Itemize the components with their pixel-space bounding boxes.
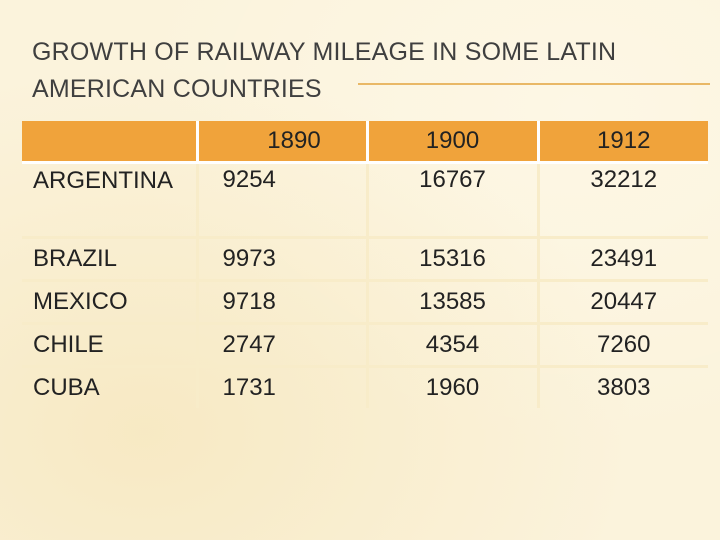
slide-title: GROWTH OF RAILWAY MILEAGE IN SOME LATIN … (32, 38, 617, 103)
cell-value: 4354 (367, 323, 540, 368)
cell-value: 1960 (367, 366, 540, 408)
cell-value: 16767 (367, 162, 540, 239)
table-row: MEXICO 9718 13585 20447 (22, 280, 708, 325)
cell-value: 9973 (197, 237, 369, 282)
table-row: CUBA 1731 1960 3803 (22, 366, 708, 408)
row-country-cuba: CUBA (22, 366, 199, 408)
header-year-1912: 1912 (538, 121, 708, 164)
table-row: CHILE 2747 4354 7260 (22, 323, 708, 368)
row-country-argentina: ARGENTINA (22, 162, 199, 239)
table-header-row: 1890 1900 1912 (22, 121, 708, 164)
header-corner-cell (22, 121, 199, 164)
cell-value: 15316 (367, 237, 540, 282)
cell-value: 1731 (197, 366, 369, 408)
cell-value: 32212 (538, 162, 708, 239)
header-year-1890: 1890 (197, 121, 369, 164)
cell-value: 2747 (197, 323, 369, 368)
cell-value: 3803 (597, 374, 651, 401)
cell-value: 23491 (538, 237, 708, 282)
cell-value: 20447 (538, 280, 708, 325)
cell-value: 9718 (197, 280, 369, 325)
table-row: ARGENTINA 9254 16767 32212 (22, 162, 708, 239)
header-year-1900: 1900 (367, 121, 540, 164)
cell-value: 13585 (367, 280, 540, 325)
row-country-mexico: MEXICO (22, 280, 199, 325)
cell-value: 9254 (197, 162, 369, 239)
table-row: BRAZIL 9973 15316 23491 (22, 237, 708, 282)
railway-mileage-table: 1890 1900 1912 ARGENTINA 9254 16767 3221… (22, 121, 708, 408)
cell-value: 7260 (538, 323, 708, 368)
row-country-brazil: BRAZIL (22, 237, 199, 282)
row-country-chile: CHILE (22, 323, 199, 368)
title-underline-rule (358, 83, 710, 85)
